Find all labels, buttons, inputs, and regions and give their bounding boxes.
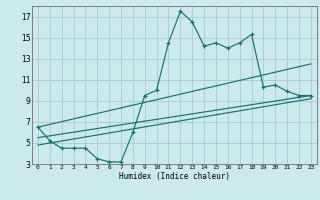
X-axis label: Humidex (Indice chaleur): Humidex (Indice chaleur) bbox=[119, 172, 230, 181]
